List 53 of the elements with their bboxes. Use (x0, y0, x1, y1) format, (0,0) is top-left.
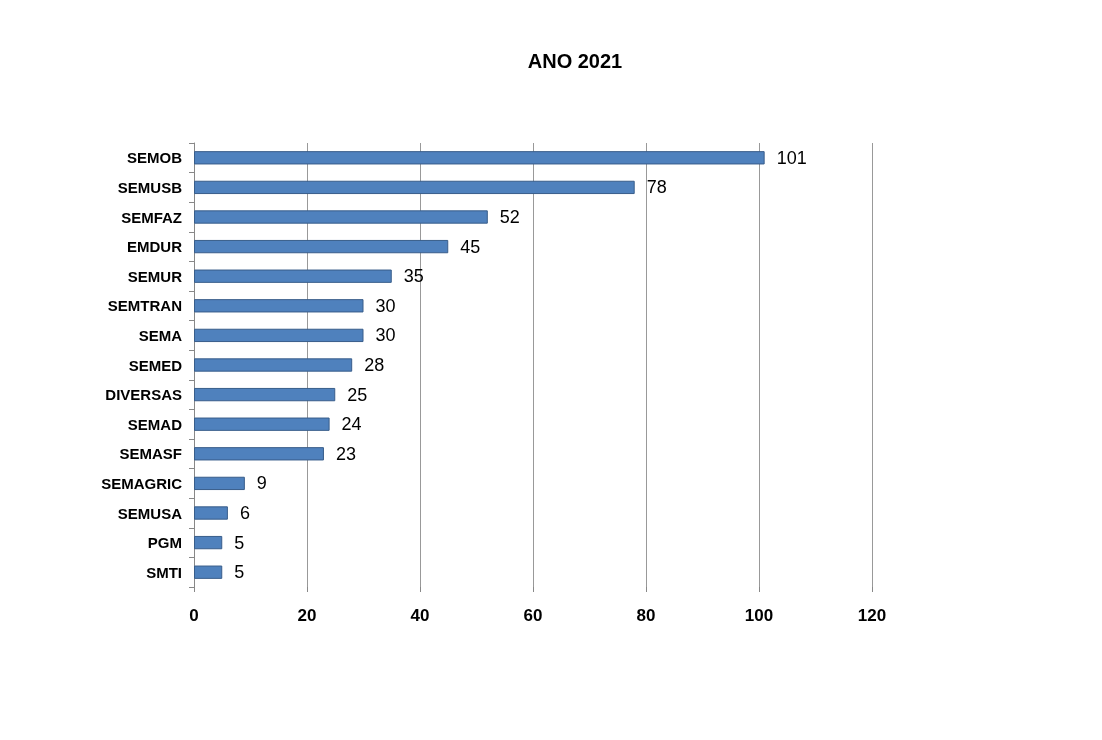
y-tick-label: SEMOB (126, 149, 183, 167)
y-tick-label: SEMUR (127, 267, 183, 285)
data-label: 30 (375, 325, 396, 346)
x-tick-label: 80 (636, 606, 656, 625)
y-tick-label: SEMUSB (117, 178, 183, 196)
y-tick-label: SEMED (128, 356, 183, 374)
y-tick-label: EMDUR (127, 238, 183, 256)
data-label: 25 (347, 384, 368, 405)
x-tick-label: 100 (744, 606, 774, 625)
bar (194, 565, 223, 579)
bar (194, 269, 392, 283)
chart-title: ANO 2021 (527, 50, 623, 72)
y-tick-label: SEMASF (119, 445, 182, 463)
y-tick-label: SEMFAZ (121, 208, 182, 226)
bar (194, 447, 324, 461)
y-tick-label: SEMTRAN (107, 297, 182, 315)
data-label: 23 (335, 443, 356, 464)
bar (194, 180, 635, 195)
data-label: 35 (403, 266, 424, 287)
x-tick-label: 40 (410, 606, 430, 625)
x-tick-label: 20 (297, 606, 317, 625)
data-label: 28 (364, 355, 385, 375)
bar (194, 358, 353, 372)
y-tick-label: SEMUSA (117, 504, 183, 522)
y-tick-label: DIVERSAS (105, 386, 182, 404)
y-tick-label: PGM (147, 534, 182, 552)
data-label: 5 (234, 532, 245, 553)
data-label: 6 (239, 503, 250, 523)
bar (194, 239, 449, 254)
y-tick-label: SEMAD (127, 415, 183, 433)
y-tick-label: SEMAGRIC (101, 474, 183, 492)
bar (194, 476, 245, 491)
bar (194, 535, 223, 550)
bar (194, 328, 364, 343)
data-label: 24 (341, 414, 362, 435)
data-label: 101 (776, 147, 807, 168)
data-label: 78 (646, 177, 667, 198)
data-label: 45 (460, 236, 481, 257)
bar (194, 417, 330, 431)
bar (194, 506, 228, 520)
x-tick-label: 120 (857, 606, 887, 625)
bar (194, 210, 488, 224)
data-label: 5 (234, 562, 245, 583)
bar (194, 299, 364, 313)
data-label: 52 (499, 207, 520, 227)
x-tick-label: 0 (189, 606, 199, 625)
x-tick-label: 60 (523, 606, 543, 625)
bar (194, 387, 336, 402)
y-tick-label: SEMA (138, 326, 183, 344)
data-label: 30 (375, 295, 396, 316)
bar (194, 151, 765, 165)
data-label: 9 (256, 473, 267, 494)
y-tick-label: SMTI (146, 563, 182, 581)
